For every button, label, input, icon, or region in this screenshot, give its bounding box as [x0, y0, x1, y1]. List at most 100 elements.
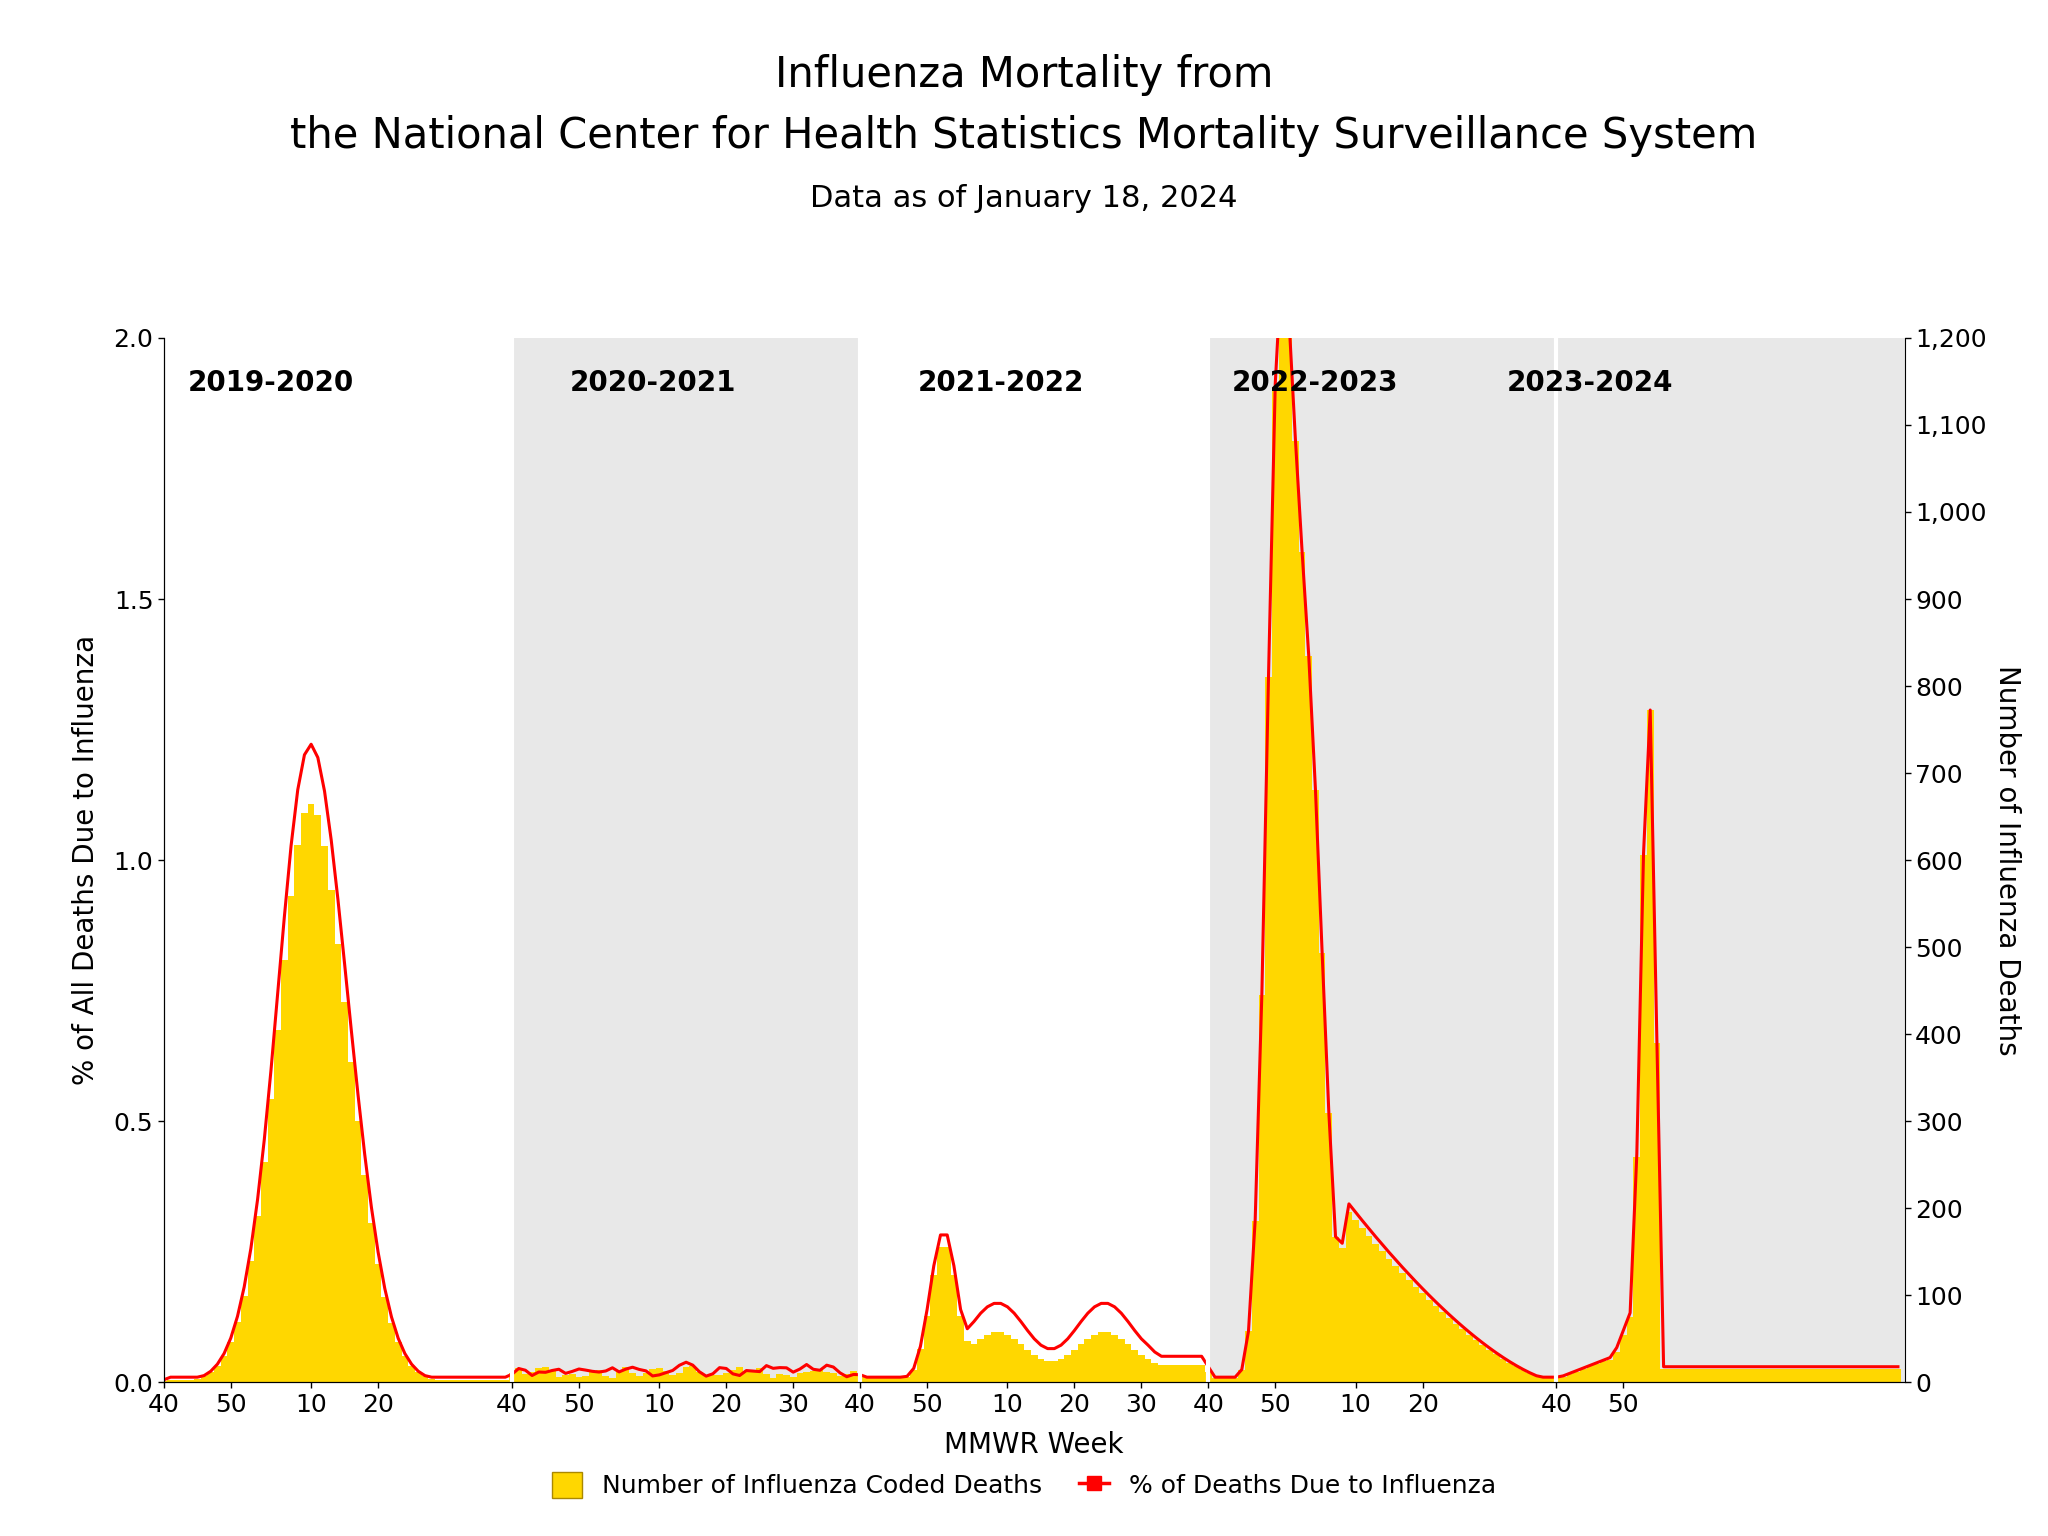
- Bar: [254, 1217, 260, 1382]
- Bar: [1139, 1355, 1145, 1382]
- Bar: [1761, 1370, 1767, 1382]
- Bar: [1673, 1370, 1679, 1382]
- Bar: [791, 1376, 797, 1382]
- Bar: [1051, 1361, 1057, 1382]
- Bar: [776, 1375, 782, 1382]
- Bar: [817, 1370, 823, 1382]
- Bar: [582, 1376, 590, 1382]
- Bar: [1520, 1370, 1526, 1382]
- Bar: [569, 1373, 575, 1382]
- Bar: [1266, 677, 1272, 1382]
- Y-axis label: % of All Deaths Due to Influenza: % of All Deaths Due to Influenza: [72, 634, 100, 1086]
- Bar: [729, 1370, 737, 1382]
- Bar: [1225, 1378, 1231, 1382]
- Bar: [416, 1372, 422, 1382]
- Text: 2023-2024: 2023-2024: [1507, 369, 1673, 398]
- Bar: [1827, 1370, 1835, 1382]
- Bar: [903, 1378, 911, 1382]
- Bar: [676, 1373, 682, 1382]
- Bar: [1614, 1352, 1620, 1382]
- Bar: [983, 1335, 991, 1382]
- Bar: [215, 1366, 221, 1382]
- Bar: [829, 1373, 838, 1382]
- Bar: [1098, 1332, 1104, 1382]
- Bar: [1546, 1378, 1552, 1382]
- Bar: [428, 1379, 434, 1382]
- Bar: [516, 1369, 522, 1382]
- Bar: [1018, 1344, 1024, 1382]
- Bar: [870, 1378, 877, 1382]
- Bar: [1882, 1370, 1888, 1382]
- Text: Influenza Mortality from: Influenza Mortality from: [774, 54, 1274, 95]
- Bar: [375, 1264, 381, 1382]
- Bar: [543, 1367, 549, 1382]
- Bar: [844, 1375, 850, 1382]
- Bar: [328, 889, 334, 1382]
- Bar: [1561, 1376, 1567, 1382]
- Bar: [1038, 1359, 1044, 1382]
- Bar: [1325, 1112, 1331, 1382]
- Bar: [1460, 1329, 1466, 1382]
- Bar: [168, 1379, 174, 1382]
- Bar: [1862, 1370, 1868, 1382]
- Bar: [1260, 995, 1266, 1382]
- Bar: [201, 1376, 207, 1382]
- Bar: [1386, 1258, 1393, 1382]
- Bar: [1573, 1372, 1579, 1382]
- Bar: [649, 1370, 655, 1382]
- Bar: [1767, 1370, 1774, 1382]
- Bar: [956, 1315, 965, 1382]
- Bar: [1888, 1370, 1894, 1382]
- Bar: [315, 816, 322, 1382]
- Bar: [535, 1369, 543, 1382]
- Bar: [1245, 1332, 1251, 1382]
- Bar: [1440, 1312, 1446, 1382]
- Bar: [655, 1369, 664, 1382]
- Bar: [897, 1378, 903, 1382]
- Bar: [1366, 1236, 1372, 1382]
- Bar: [1208, 338, 1556, 1382]
- Bar: [682, 1367, 690, 1382]
- Bar: [1313, 790, 1319, 1382]
- Bar: [1874, 1370, 1882, 1382]
- Bar: [1104, 1332, 1112, 1382]
- Bar: [1286, 316, 1292, 1382]
- Bar: [1378, 1252, 1386, 1382]
- Bar: [1608, 1361, 1614, 1382]
- Bar: [971, 1344, 977, 1382]
- Bar: [295, 845, 301, 1382]
- Bar: [1620, 1335, 1626, 1382]
- Bar: [1077, 1344, 1085, 1382]
- Bar: [1661, 1370, 1667, 1382]
- Bar: [1694, 1370, 1700, 1382]
- Bar: [1165, 1366, 1171, 1382]
- Legend: Number of Influenza Coded Deaths, % of Deaths Due to Influenza: Number of Influenza Coded Deaths, % of D…: [541, 1462, 1507, 1508]
- Bar: [1219, 1378, 1225, 1382]
- Bar: [1024, 1350, 1030, 1382]
- Bar: [1714, 1370, 1720, 1382]
- Bar: [930, 1275, 938, 1382]
- Bar: [1794, 1370, 1800, 1382]
- Bar: [924, 1315, 930, 1382]
- Bar: [1894, 1370, 1901, 1382]
- Bar: [1446, 1318, 1452, 1382]
- Bar: [1231, 1378, 1239, 1382]
- Bar: [1593, 1364, 1599, 1382]
- Bar: [1667, 1370, 1673, 1382]
- Bar: [248, 1261, 254, 1382]
- Bar: [809, 1372, 817, 1382]
- Bar: [186, 1379, 195, 1382]
- Bar: [1178, 1366, 1186, 1382]
- Bar: [481, 1379, 489, 1382]
- Bar: [207, 1372, 215, 1382]
- Bar: [301, 814, 307, 1382]
- Bar: [1004, 1335, 1012, 1382]
- Bar: [461, 1379, 469, 1382]
- Bar: [1587, 1367, 1593, 1382]
- Bar: [1278, 264, 1286, 1382]
- Bar: [608, 1378, 616, 1382]
- Bar: [1434, 1306, 1440, 1382]
- Bar: [1425, 1299, 1434, 1382]
- Bar: [274, 1031, 281, 1382]
- Bar: [1556, 338, 1905, 1382]
